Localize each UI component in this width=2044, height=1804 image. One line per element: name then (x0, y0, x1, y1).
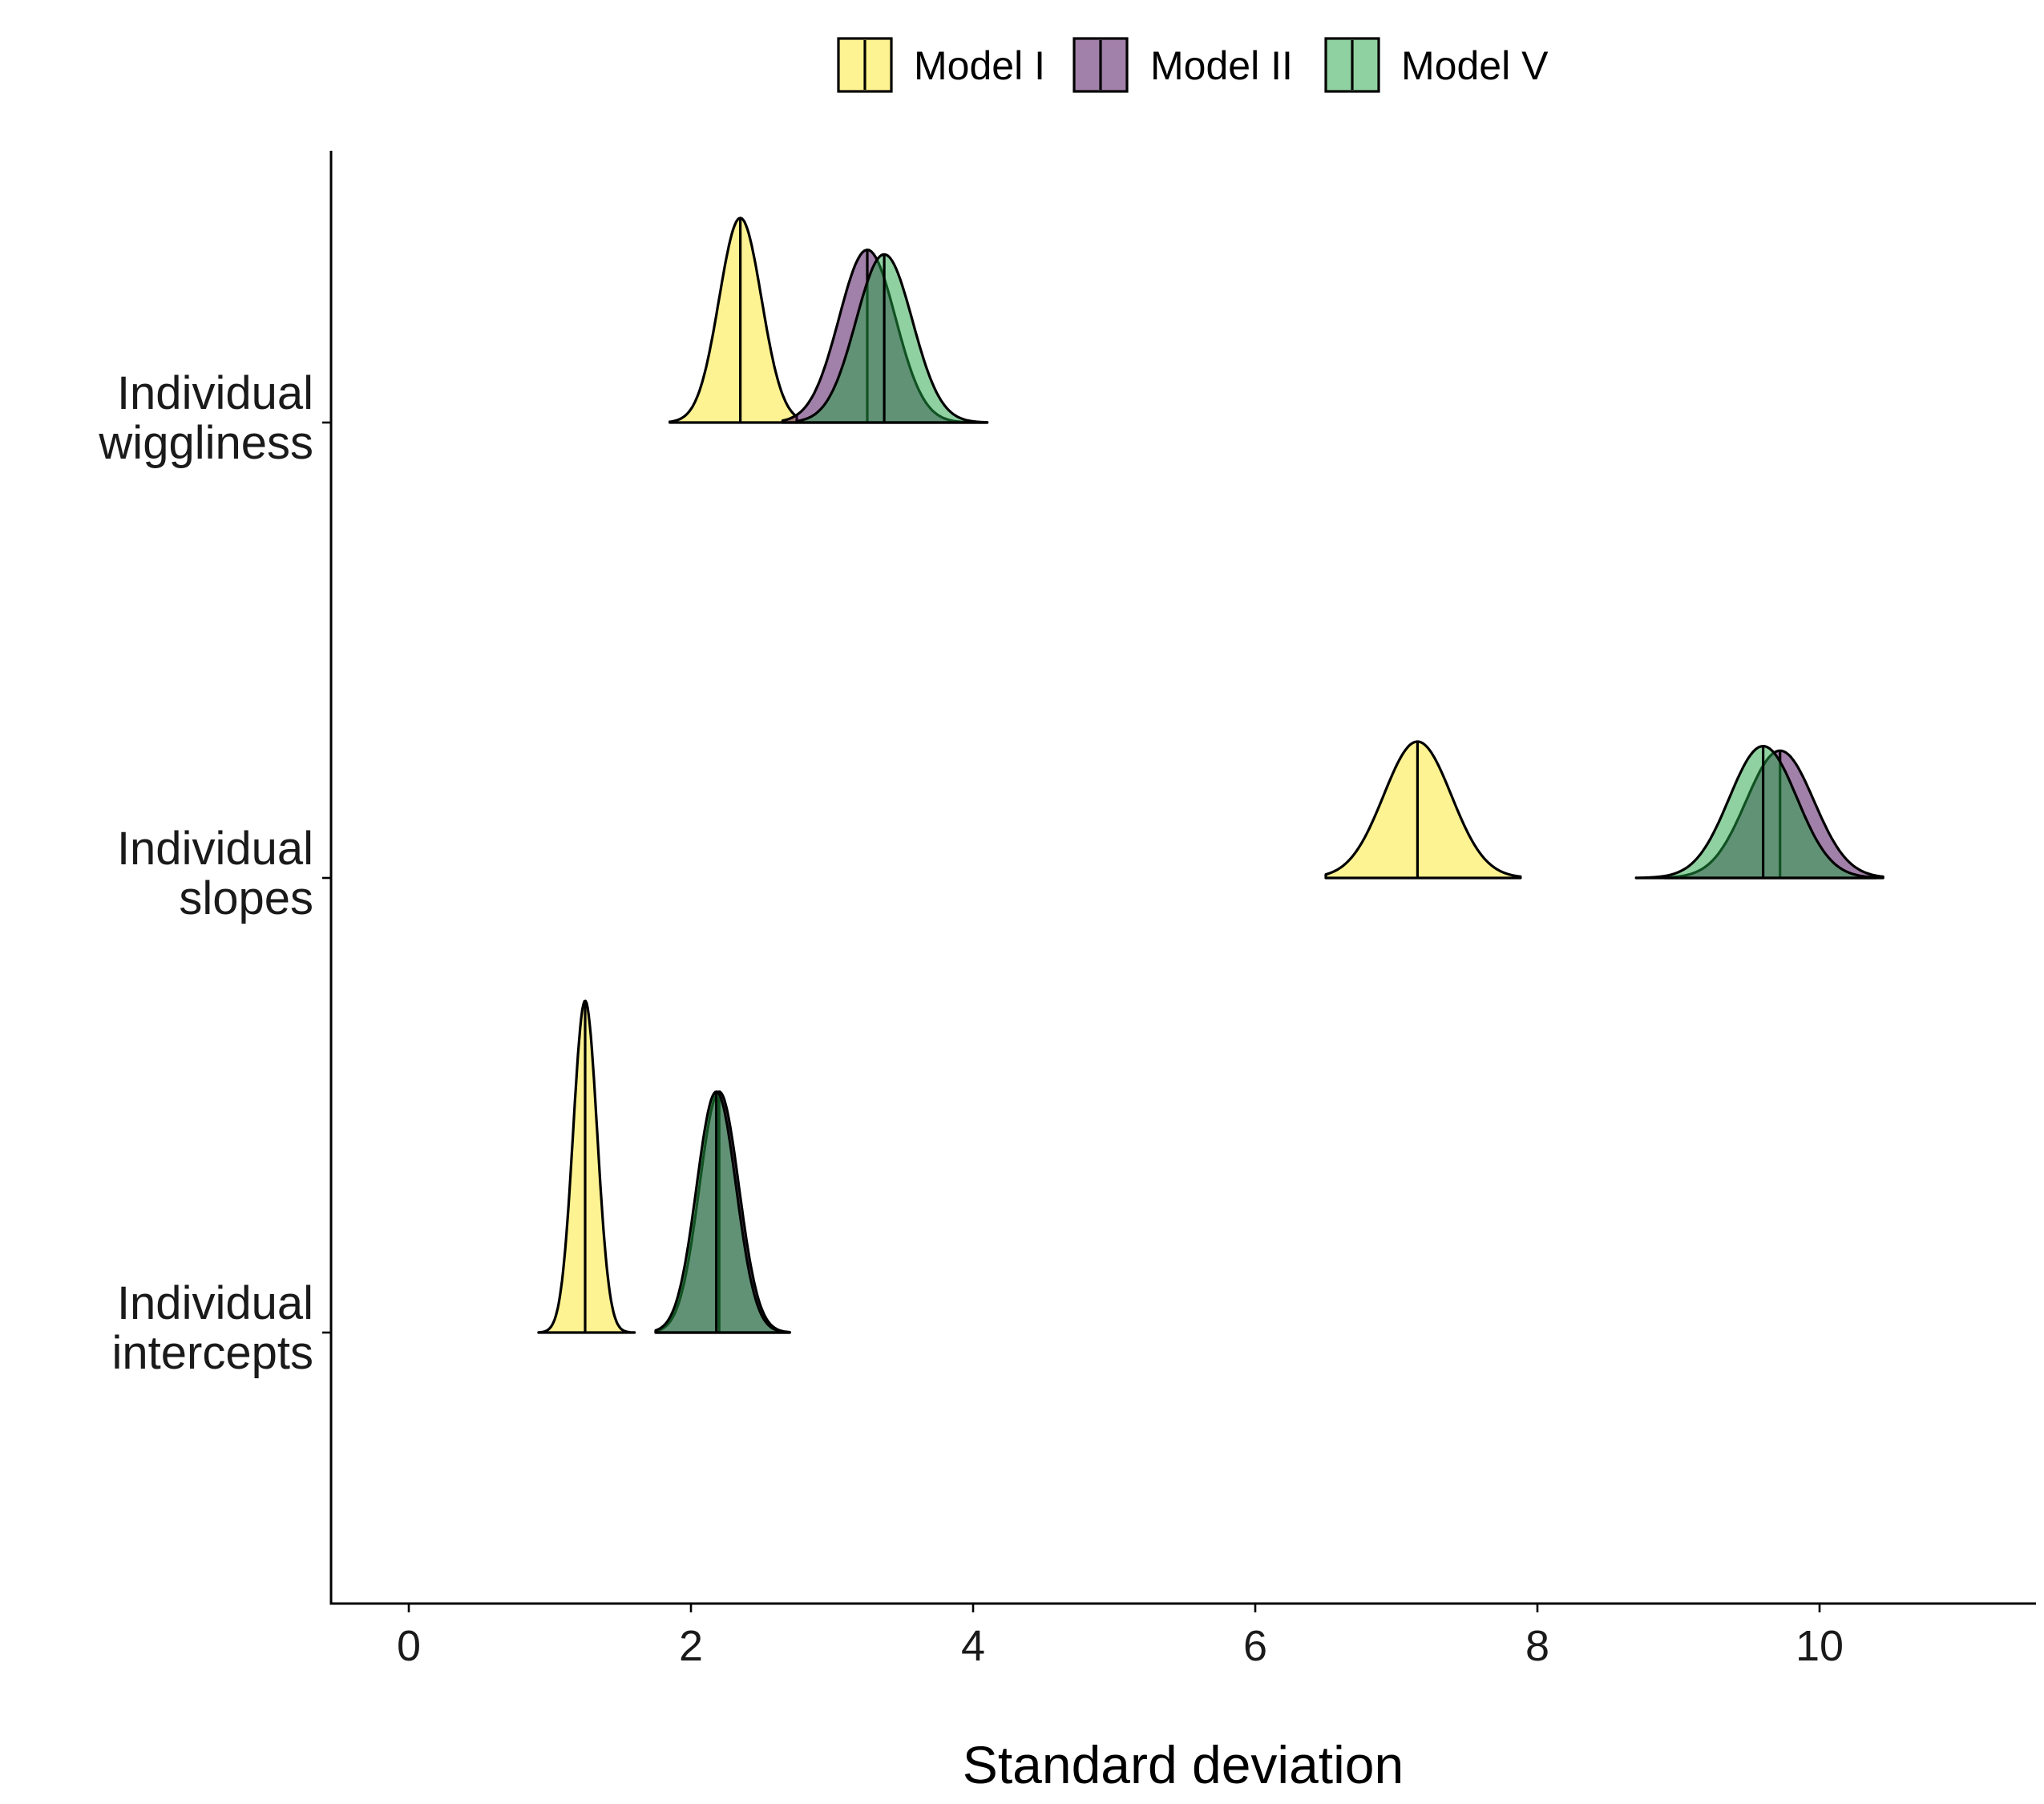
y-category-label: Individual intercepts (112, 1277, 313, 1379)
ridge-density (654, 1090, 791, 1334)
legend-label: Model II (1150, 43, 1293, 88)
ridge-density (795, 253, 989, 424)
legend: Model I Model II Model V (837, 37, 1549, 93)
y-category-label: Individual slopes (117, 823, 313, 924)
ridge-density (1634, 745, 1877, 880)
x-tick-label: 2 (679, 1622, 703, 1670)
x-tick-label: 10 (1796, 1622, 1844, 1670)
x-tick-label: 8 (1525, 1622, 1549, 1670)
ridges (537, 216, 1884, 1334)
x-tick-label: 6 (1243, 1622, 1267, 1670)
legend-label: Model I (914, 43, 1045, 88)
legend-label: Model V (1401, 43, 1549, 88)
x-tick-label: 0 (397, 1622, 421, 1670)
x-axis-ticks: 0 2 4 6 8 10 (397, 1604, 1844, 1670)
x-axis-title: Standard deviation (963, 1735, 1404, 1794)
ridge-density (669, 216, 798, 424)
y-axis-ticks: Individual intercepts Individual slopes Indi… (98, 367, 331, 1379)
y-category-label: Individual wiggliness (98, 367, 313, 469)
x-tick-label: 4 (961, 1622, 985, 1670)
ridge-density (1324, 740, 1522, 880)
ridge-density (537, 999, 636, 1334)
